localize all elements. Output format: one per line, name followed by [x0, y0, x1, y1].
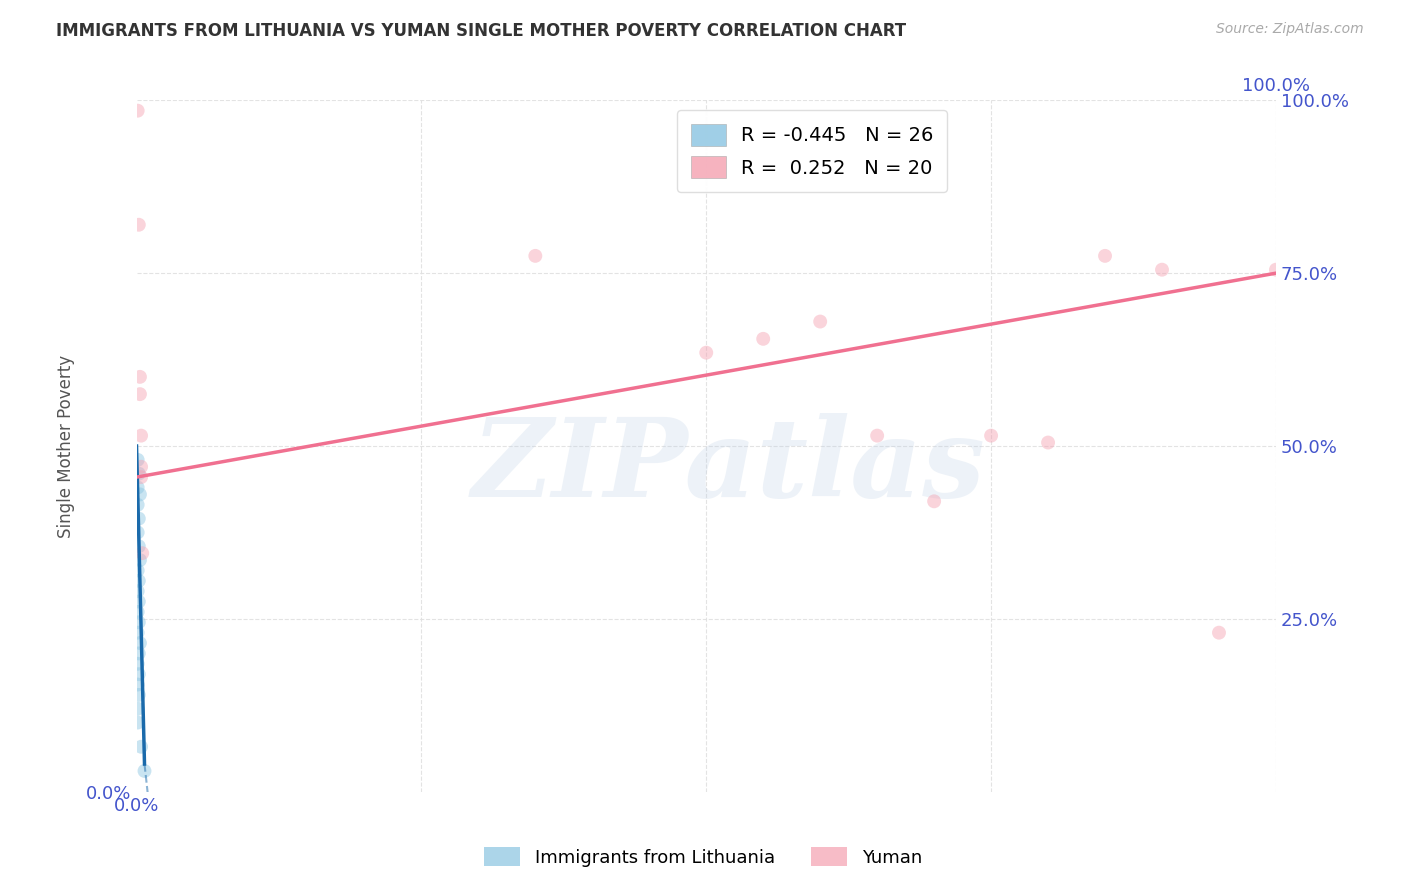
- Point: [129, 553, 152, 567]
- Point: [127, 702, 149, 716]
- Point: [129, 636, 152, 650]
- Point: [752, 332, 775, 346]
- Point: [131, 546, 153, 560]
- Point: [128, 511, 150, 525]
- Point: [127, 715, 149, 730]
- Point: [128, 647, 150, 661]
- Point: [127, 564, 149, 578]
- Point: [127, 481, 149, 495]
- Point: [128, 688, 150, 702]
- Point: [128, 574, 150, 588]
- Point: [1036, 435, 1059, 450]
- Point: [127, 625, 149, 640]
- Point: [129, 387, 152, 401]
- Point: [980, 428, 1002, 442]
- Point: [127, 453, 149, 467]
- Point: [922, 494, 945, 508]
- Text: Source: ZipAtlas.com: Source: ZipAtlas.com: [1216, 22, 1364, 37]
- Legend: R = -0.445   N = 26, R =  0.252   N = 20: R = -0.445 N = 26, R = 0.252 N = 20: [678, 110, 948, 192]
- Point: [1208, 625, 1230, 640]
- Point: [524, 249, 547, 263]
- Point: [129, 369, 152, 384]
- Text: IMMIGRANTS FROM LITHUANIA VS YUMAN SINGLE MOTHER POVERTY CORRELATION CHART: IMMIGRANTS FROM LITHUANIA VS YUMAN SINGL…: [56, 22, 907, 40]
- Point: [127, 584, 149, 599]
- Point: [129, 428, 152, 442]
- Legend: Immigrants from Lithuania, Yuman: Immigrants from Lithuania, Yuman: [477, 840, 929, 874]
- Point: [134, 764, 156, 778]
- Point: [129, 459, 152, 474]
- Point: [129, 470, 152, 484]
- Point: [1150, 262, 1173, 277]
- Point: [127, 498, 149, 512]
- Point: [128, 667, 150, 681]
- Point: [695, 345, 717, 359]
- Y-axis label: Single Mother Poverty: Single Mother Poverty: [58, 354, 75, 538]
- Point: [127, 677, 149, 691]
- Point: [128, 539, 150, 553]
- Point: [128, 615, 150, 630]
- Point: [128, 467, 150, 481]
- Point: [129, 739, 152, 754]
- Point: [127, 605, 149, 619]
- Point: [127, 657, 149, 671]
- Point: [128, 594, 150, 608]
- Point: [127, 103, 149, 118]
- Point: [127, 525, 149, 540]
- Point: [1265, 262, 1288, 277]
- Point: [866, 428, 889, 442]
- Text: ZIPatlas: ZIPatlas: [472, 413, 986, 521]
- Point: [808, 314, 831, 328]
- Point: [128, 218, 150, 232]
- Point: [129, 487, 152, 501]
- Point: [1094, 249, 1116, 263]
